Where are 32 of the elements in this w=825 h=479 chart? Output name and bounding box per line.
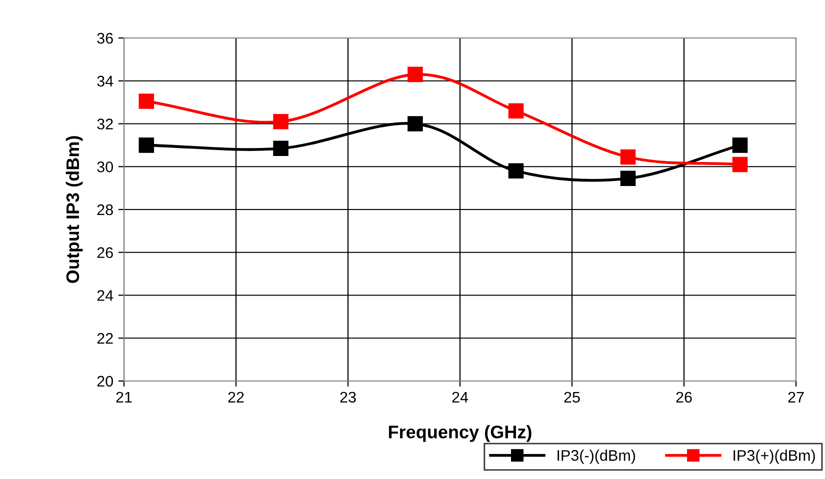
x-tick-label: 21 xyxy=(116,392,132,402)
x-tick-label: 22 xyxy=(228,392,244,402)
legend-label: IP3(+)(dBm) xyxy=(734,450,815,464)
y-tick-label: 20 xyxy=(97,376,113,387)
point xyxy=(273,114,288,130)
y-tick-label: 26 xyxy=(97,247,113,258)
point xyxy=(408,116,423,132)
x-tick-label: 25 xyxy=(564,392,580,403)
x-tick-label: 23 xyxy=(340,392,356,403)
point xyxy=(138,138,154,153)
y-axis-title: Output IP3 (dBm) xyxy=(66,136,83,283)
y-tick-label: 22 xyxy=(97,332,113,344)
point xyxy=(620,149,636,165)
y-tick-label: 24 xyxy=(97,290,114,301)
y-tick-label: 32 xyxy=(97,118,113,130)
x-tick-label: 26 xyxy=(676,392,692,403)
x-axis-title: Frequency (GHz) xyxy=(388,425,532,442)
legend-label: IP3(-)(dBm) xyxy=(558,450,636,464)
point xyxy=(508,163,524,179)
point xyxy=(732,156,748,172)
y-tick-label: 36 xyxy=(97,32,113,44)
point xyxy=(138,94,154,109)
x-tick-label: 24 xyxy=(452,392,468,402)
y-tick-label: 30 xyxy=(97,161,113,172)
point xyxy=(732,138,748,153)
point xyxy=(408,66,423,82)
point xyxy=(273,140,288,156)
y-tick-label: 28 xyxy=(97,204,113,216)
point xyxy=(508,103,524,119)
y-tick-label: 34 xyxy=(97,76,114,87)
point xyxy=(620,170,636,186)
x-tick-label: 27 xyxy=(788,392,804,402)
